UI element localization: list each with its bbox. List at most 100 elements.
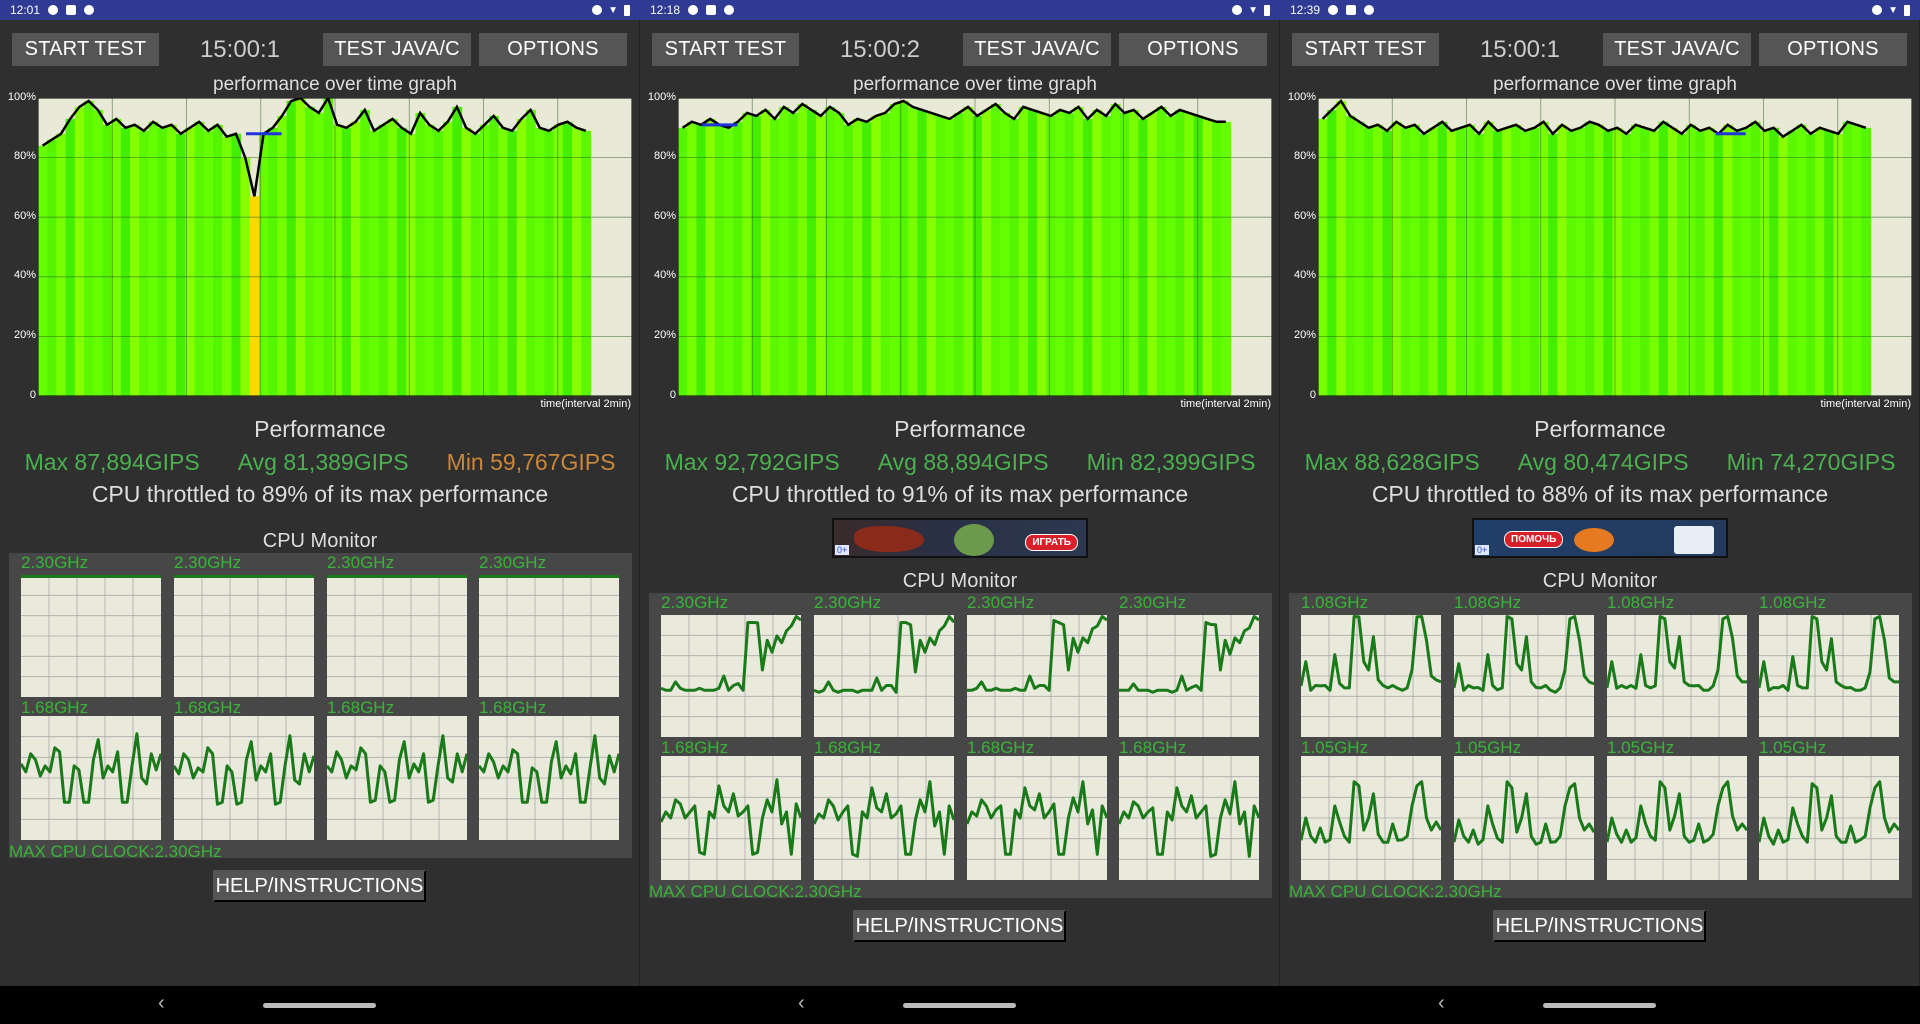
core-usage-line (1119, 780, 1259, 858)
performance-bar (1492, 130, 1503, 396)
y-tick: 100% (647, 91, 676, 103)
ad-banner[interactable]: ПОМОЧЬ 0+ (1472, 518, 1728, 558)
help-instructions-button[interactable]: HELP/INSTRUCTIONS (213, 870, 426, 902)
core-frequency: 2.30GHz (814, 593, 882, 612)
performance-bar (724, 127, 734, 396)
performance-bar (1027, 109, 1038, 396)
home-pill[interactable] (263, 1003, 376, 1008)
home-pill[interactable] (903, 1003, 1016, 1008)
status-time: 12:39 (1290, 3, 1321, 17)
performance-bar (1327, 109, 1338, 396)
ad-button[interactable]: ИГРАТЬ (1025, 534, 1078, 551)
cpu-monitor-title: CPU Monitor (1542, 570, 1658, 592)
performance-bar (1704, 127, 1715, 396)
performance-bar (1741, 127, 1752, 396)
core-usage-line (1759, 615, 1899, 692)
cpu-monitor-grid: MAX CPU CLOCK:2.30GHz 1.08GHz 1.08GHz 1.08… (1289, 593, 1912, 901)
performance-line (41, 98, 587, 197)
test-java-c-button[interactable]: TEST JAVA/C (963, 33, 1111, 66)
core-frequency: 2.30GHz (967, 593, 1035, 612)
core-usage-chart (174, 716, 314, 840)
navigation-bar: ‹ (1280, 986, 1920, 1024)
start-test-button[interactable]: START TEST (12, 33, 159, 66)
cpu-monitor-title: CPU Monitor (262, 530, 378, 552)
performance-bar (1083, 118, 1093, 396)
y-tick: 20% (13, 329, 36, 341)
options-button[interactable]: OPTIONS (479, 33, 627, 66)
performance-bar (525, 109, 536, 396)
status-bar: 12:18 ▼ (640, 0, 1280, 20)
core-usage-line (21, 732, 161, 804)
performance-stats: Max 87,894GIPS Avg 81,389GIPS Min 59,767… (0, 449, 640, 476)
performance-bar (770, 118, 780, 396)
performance-bar (1502, 127, 1512, 396)
graph-title: performance over time graph (213, 74, 457, 95)
navigation-bar: ‹ (0, 986, 640, 1024)
performance-bar (742, 112, 753, 396)
core-frequency: 2.30GHz (479, 553, 547, 572)
performance-bar (760, 109, 771, 396)
performance-bar (268, 127, 278, 396)
status-bar: 12:01 ▼ (0, 0, 640, 20)
performance-bar (806, 109, 817, 396)
performance-bar (1852, 124, 1862, 396)
performance-bar (1336, 100, 1347, 396)
options-button[interactable]: OPTIONS (1119, 33, 1267, 66)
performance-bar (1511, 124, 1522, 396)
performance-bar (461, 127, 472, 396)
core-frequency: 1.68GHz (21, 698, 89, 717)
options-button[interactable]: OPTIONS (1759, 33, 1907, 66)
performance-bar (1110, 103, 1121, 396)
core-frequency: 1.08GHz (1301, 593, 1369, 612)
performance-bar (295, 98, 306, 396)
performance-bar (889, 103, 900, 396)
performance-bar (84, 100, 94, 396)
performance-bar (314, 112, 325, 396)
performance-bar (1805, 133, 1816, 396)
performance-bar (696, 124, 707, 396)
help-instructions-button[interactable]: HELP/INSTRUCTIONS (1493, 910, 1706, 942)
performance-bar (1184, 112, 1195, 396)
core-usage-line (1454, 615, 1594, 694)
performance-bar (305, 106, 315, 396)
y-tick: 100% (1287, 91, 1316, 103)
performance-bar (1419, 133, 1430, 396)
performance-bar (1640, 127, 1651, 396)
performance-bar (1483, 121, 1494, 396)
core-usage-chart (967, 615, 1107, 737)
performance-bar (1446, 130, 1457, 396)
core-usage-chart (479, 716, 619, 840)
start-test-button[interactable]: START TEST (652, 33, 799, 66)
core-usage-chart (1301, 756, 1441, 880)
start-test-button[interactable]: START TEST (1292, 33, 1439, 66)
help-instructions-button[interactable]: HELP/INSTRUCTIONS (853, 910, 1066, 942)
performance-bar (562, 121, 573, 396)
y-tick: 0 (669, 389, 676, 401)
back-icon[interactable]: ‹ (798, 992, 805, 1014)
benchmark-screen: 12:01 ▼ START TEST 15:00:1 TEST JAVA/C O… (0, 0, 640, 1024)
performance-bar (1193, 115, 1204, 396)
back-icon[interactable]: ‹ (158, 992, 165, 1014)
performance-bar (38, 145, 48, 396)
performance-bar (1345, 115, 1356, 396)
core-usage-line (479, 734, 619, 804)
performance-bar (779, 106, 790, 396)
home-pill[interactable] (1543, 1003, 1656, 1008)
performance-bar (1101, 115, 1112, 396)
min-gips: Min 74,270GIPS (1726, 449, 1896, 475)
performance-title: Performance (1534, 416, 1666, 442)
performance-bar (286, 100, 297, 396)
performance-bar (176, 133, 186, 396)
test-java-c-button[interactable]: TEST JAVA/C (323, 33, 471, 66)
cpu-monitor-grid: MAX CPU CLOCK:2.30GHz 2.30GHz 2.30GHz 2.30… (649, 593, 1272, 901)
back-icon[interactable]: ‹ (1438, 992, 1445, 1014)
status-time: 12:01 (10, 3, 41, 17)
wifi-icon: ▼ (1888, 4, 1898, 16)
performance-bar (231, 133, 242, 396)
ad-banner[interactable]: ИГРАТЬ 0+ (832, 518, 1088, 558)
ad-button[interactable]: ПОМОЧЬ (1504, 531, 1564, 548)
performance-bar (452, 106, 463, 396)
core-usage-chart (1607, 615, 1747, 737)
performance-bar (1354, 121, 1365, 396)
test-java-c-button[interactable]: TEST JAVA/C (1603, 33, 1751, 66)
